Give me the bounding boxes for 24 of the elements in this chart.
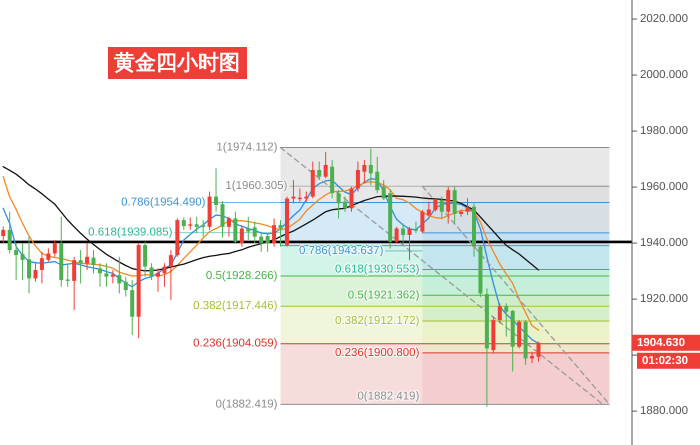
ref-line-label: 0.786(1954.490) — [121, 196, 206, 209]
band-label: 0(1882.419) — [357, 390, 420, 402]
y-tick-label: 1960.000 — [640, 181, 688, 194]
y-tick-label: 1940.000 — [640, 237, 688, 250]
ref-line-label: 0.236(1904.059) — [193, 338, 278, 350]
annotation: 1904.630 — [632, 334, 700, 351]
ref-line-label: 1(1960.305) — [225, 180, 288, 192]
ref-line-label: 1(1974.112) — [216, 142, 278, 154]
ref-line-label: 0.618(1930.553) — [335, 264, 420, 276]
legend-label: 0.786(1943.637) — [299, 244, 384, 257]
ref-line-label: 0.5(1928.266) — [206, 270, 278, 282]
y-tick-label: 1980.000 — [640, 125, 688, 138]
annotation: 01:02:30 — [637, 352, 700, 369]
y-tick-label: 1920.000 — [640, 293, 688, 306]
ref-line-label: 0.5(1921.362) — [348, 289, 420, 302]
ref-line-label: 0.236(1900.800) — [335, 346, 420, 359]
y-tick-label: 1880.000 — [640, 405, 688, 418]
ref-line-label: 0.618(1939.085) — [88, 226, 173, 239]
y-tick-label: 2000.000 — [640, 69, 688, 82]
title: 黄金四小时图 — [108, 47, 247, 79]
ref-line-label: 0(1882.419) — [216, 398, 278, 410]
ref-line-label: 0.382(1912.172) — [335, 315, 420, 328]
y-tick-label: 2020.000 — [640, 13, 688, 26]
ref-line-label: 0.382(1917.446) — [193, 300, 278, 312]
